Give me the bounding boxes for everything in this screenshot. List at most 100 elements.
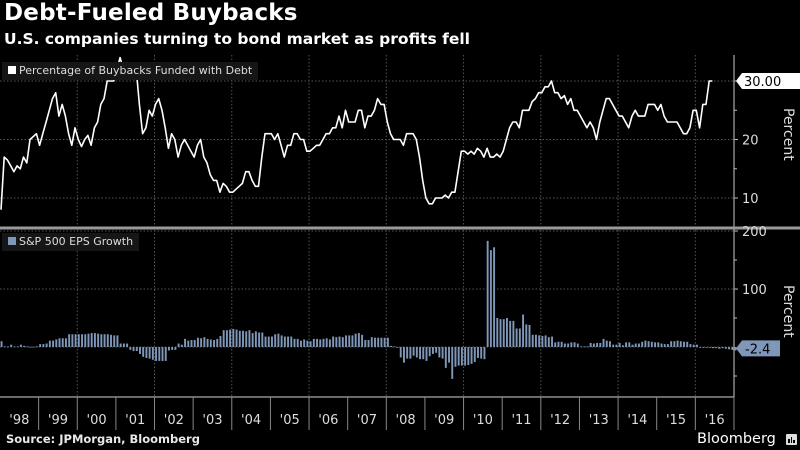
x-tick-label: '98 <box>9 413 29 428</box>
eps-bar <box>628 342 631 347</box>
eps-bar <box>702 347 705 348</box>
eps-bar <box>451 347 454 379</box>
eps-bar <box>731 347 734 350</box>
x-tick-label: '03 <box>202 413 222 428</box>
x-tick-label: '16 <box>705 413 725 428</box>
eps-bar <box>512 320 515 347</box>
eps-bar <box>724 347 727 349</box>
eps-bar <box>705 347 708 348</box>
eps-bar <box>77 334 80 347</box>
eps-bar <box>283 336 286 347</box>
eps-bar <box>58 338 61 347</box>
eps-bar <box>534 334 537 347</box>
eps-bar <box>299 340 302 347</box>
eps-bar <box>351 335 354 347</box>
eps-bar <box>229 329 232 347</box>
eps-bar <box>106 334 109 347</box>
eps-bar <box>348 335 351 347</box>
eps-bar <box>509 320 512 347</box>
eps-bar <box>354 333 357 347</box>
eps-bar <box>415 347 418 358</box>
tick-labels: 102030100200'98'99'00'01'02'03'04'05'06'… <box>9 73 800 428</box>
eps-bar <box>473 347 476 363</box>
eps-bar <box>110 334 112 347</box>
eps-bar <box>438 347 441 358</box>
eps-bar <box>493 247 496 347</box>
eps-bar <box>483 347 486 360</box>
eps-bar <box>3 346 6 348</box>
eps-bar <box>602 338 605 347</box>
eps-bar <box>396 347 399 348</box>
eps-bar <box>190 340 193 347</box>
legend-label-eps: S&P 500 EPS Growth <box>19 235 134 248</box>
eps-bar <box>145 347 148 359</box>
eps-bar <box>386 337 389 347</box>
eps-bar <box>248 330 251 347</box>
eps-bar <box>676 340 679 347</box>
eps-bar <box>32 346 35 348</box>
eps-bar <box>113 335 116 347</box>
eps-bar <box>499 319 502 347</box>
eps-bar <box>61 338 64 347</box>
eps-bars <box>0 240 747 379</box>
eps-bar <box>467 347 470 365</box>
bottom-y-axis-label: Percent <box>780 285 796 338</box>
eps-bar <box>480 347 483 359</box>
eps-bar <box>242 330 244 347</box>
eps-bar <box>274 334 277 347</box>
eps-bar <box>502 319 505 347</box>
eps-bar <box>528 324 531 347</box>
eps-bar <box>193 340 196 347</box>
eps-bar <box>515 328 518 347</box>
eps-bar <box>139 347 141 354</box>
legend-top: Percentage of Buybacks Funded with Debt <box>2 62 259 80</box>
top-y-axis-label: Percent <box>780 108 796 161</box>
x-tick-label: '15 <box>666 413 686 428</box>
eps-bar <box>367 340 370 347</box>
eps-bar <box>380 337 383 347</box>
eps-bar <box>161 347 164 361</box>
eps-bar <box>119 343 122 347</box>
eps-bar <box>557 341 560 347</box>
eps-bar <box>489 250 492 347</box>
eps-bar <box>219 335 222 347</box>
eps-bar <box>592 343 595 347</box>
eps-bar <box>316 338 318 347</box>
x-tick-label: '01 <box>125 413 145 428</box>
eps-bar <box>48 340 51 347</box>
eps-bar <box>554 342 557 347</box>
eps-bar <box>68 334 71 347</box>
y-tick-label-bottom: 100 <box>742 283 767 298</box>
y-tick-label-bottom: 200 <box>742 225 767 240</box>
eps-bar <box>296 338 299 347</box>
eps-bar <box>715 347 718 349</box>
eps-bar <box>454 347 457 367</box>
eps-bar <box>374 337 376 347</box>
eps-bar <box>132 347 135 352</box>
eps-bar <box>718 347 721 349</box>
eps-bar <box>538 335 541 347</box>
eps-bar <box>412 347 415 356</box>
eps-bar <box>245 331 248 347</box>
source-note: Source: JPMorgan, Bloomberg <box>6 432 200 446</box>
eps-bar <box>36 346 38 348</box>
eps-bar <box>100 334 103 347</box>
eps-bar <box>670 341 673 347</box>
eps-bar <box>97 333 100 347</box>
chart-subtitle: U.S. companies turning to bond market as… <box>4 30 470 48</box>
eps-bar <box>580 346 582 348</box>
eps-bar <box>235 329 238 347</box>
x-tick-label: '08 <box>396 413 416 428</box>
eps-bar <box>312 338 315 347</box>
debt-funded-line <box>0 56 713 210</box>
eps-bar <box>666 344 669 347</box>
eps-bar <box>563 343 566 347</box>
x-tick-label: '13 <box>589 413 609 428</box>
eps-bar <box>686 341 689 347</box>
eps-bar <box>683 341 685 347</box>
eps-bar <box>13 346 16 348</box>
legend-bottom: S&P 500 EPS Growth <box>2 233 140 251</box>
eps-bar <box>206 338 209 347</box>
eps-bar <box>251 333 254 347</box>
eps-bar <box>126 343 129 347</box>
